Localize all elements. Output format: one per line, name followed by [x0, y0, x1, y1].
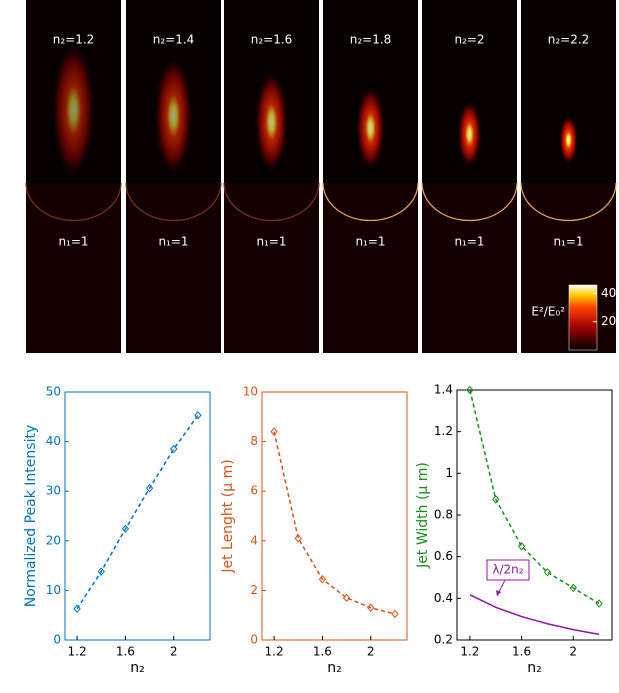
marker	[170, 444, 178, 454]
interface-arc	[421, 182, 518, 222]
y-tick-label: 2	[250, 583, 258, 597]
annotation-box	[486, 559, 530, 581]
marker	[543, 568, 552, 577]
marker	[367, 603, 375, 613]
marker	[97, 567, 105, 576]
interface-arc	[223, 182, 320, 222]
marker	[517, 541, 526, 551]
plot-box	[261, 391, 408, 641]
n1-label: n₁=1	[355, 235, 385, 249]
focus-spot	[154, 55, 193, 177]
lower-glow	[126, 183, 221, 353]
marker	[121, 524, 130, 534]
focus-spot	[356, 85, 385, 171]
x-tick-label: 1.6	[313, 645, 332, 659]
marker	[466, 385, 474, 395]
focus-spot	[457, 100, 482, 168]
marker	[270, 427, 278, 436]
y-tick-label: 50	[46, 385, 61, 399]
x-axis-label: n₂	[327, 660, 342, 676]
arrow-head	[496, 590, 501, 596]
n1-label: n₁=1	[158, 235, 188, 249]
lower-glow	[224, 183, 319, 353]
y-tick-label: 1.2	[434, 424, 453, 438]
y-tick-label: 10	[46, 583, 61, 597]
y-tick-label: 0.2	[434, 633, 453, 647]
x-axis-label: n₂	[527, 660, 542, 676]
y-axis-label: Jet Lenght (μ m)	[220, 459, 236, 573]
y-tick-label: 4	[250, 533, 258, 547]
y-tick-label: 10	[243, 385, 258, 399]
x-tick-label: 1.2	[460, 645, 479, 659]
x-tick-label: 2	[367, 645, 375, 659]
colorbar-label: E²/E₀²	[531, 305, 565, 319]
focus-spot	[559, 115, 578, 165]
marker	[145, 483, 154, 493]
colorbar-tick-label: 20	[601, 314, 616, 328]
series-line	[469, 594, 600, 636]
x-tick-label: 1.6	[512, 645, 531, 659]
marker	[294, 534, 302, 543]
y-tick-label: 40	[46, 434, 61, 448]
series-line	[76, 414, 199, 610]
interface-arc	[322, 182, 419, 222]
n1-label: n₁=1	[58, 235, 88, 249]
lower-glow	[26, 183, 121, 353]
x-axis-label: n₂	[130, 660, 145, 676]
series-line	[469, 389, 600, 605]
n1-label: n₁=1	[256, 235, 286, 249]
focus-spot	[254, 70, 289, 174]
colorbar	[568, 284, 598, 351]
x-tick-label: 1.2	[68, 645, 87, 659]
y-tick-label: 0.6	[434, 549, 453, 563]
y-tick-label: 0.8	[434, 508, 453, 522]
n2-label: n₂=2	[454, 33, 484, 47]
y-tick-label: 0	[53, 633, 61, 647]
x-tick-label: 1.2	[265, 645, 284, 659]
plot-box	[456, 389, 613, 641]
n2-label: n₂=2.2	[548, 33, 590, 47]
y-tick-label: 8	[250, 434, 258, 448]
interface-arc	[125, 182, 222, 222]
n2-label: n₂=1.6	[251, 33, 293, 47]
interface-arc	[25, 182, 122, 222]
marker	[73, 604, 81, 614]
n1-label: n₁=1	[454, 235, 484, 249]
marker	[595, 599, 603, 608]
y-tick-label: 1.4	[434, 383, 453, 397]
x-tick-label: 2	[569, 645, 577, 659]
n2-label: n₂=1.2	[53, 33, 95, 47]
colorbar-tick-label: 40	[601, 286, 616, 300]
y-axis-label: Jet Width (μ m)	[415, 462, 431, 569]
lower-glow	[422, 183, 517, 353]
y-tick-label: 0	[250, 633, 258, 647]
lower-glow	[323, 183, 418, 353]
y-tick-label: 20	[46, 533, 61, 547]
n1-label: n₁=1	[553, 235, 583, 249]
n2-label: n₂=1.4	[153, 33, 195, 47]
y-tick-label: 1	[445, 466, 453, 480]
y-tick-label: 30	[46, 484, 61, 498]
marker	[342, 593, 351, 603]
y-tick-label: 0.4	[434, 591, 453, 605]
marker	[492, 495, 500, 504]
marker	[318, 574, 327, 584]
interface-arc	[520, 182, 617, 222]
x-tick-label: 1.6	[116, 645, 135, 659]
annotation-label: λ/2n₂	[492, 563, 523, 577]
marker	[391, 609, 399, 619]
focus-spot	[51, 40, 96, 180]
x-tick-label: 2	[170, 645, 178, 659]
marker	[569, 583, 577, 593]
y-axis-label: Normalized Peak Intensity	[23, 425, 39, 607]
y-tick-label: 6	[250, 484, 258, 498]
marker	[194, 411, 202, 420]
n2-label: n₂=1.8	[350, 33, 392, 47]
series-line	[273, 431, 396, 615]
